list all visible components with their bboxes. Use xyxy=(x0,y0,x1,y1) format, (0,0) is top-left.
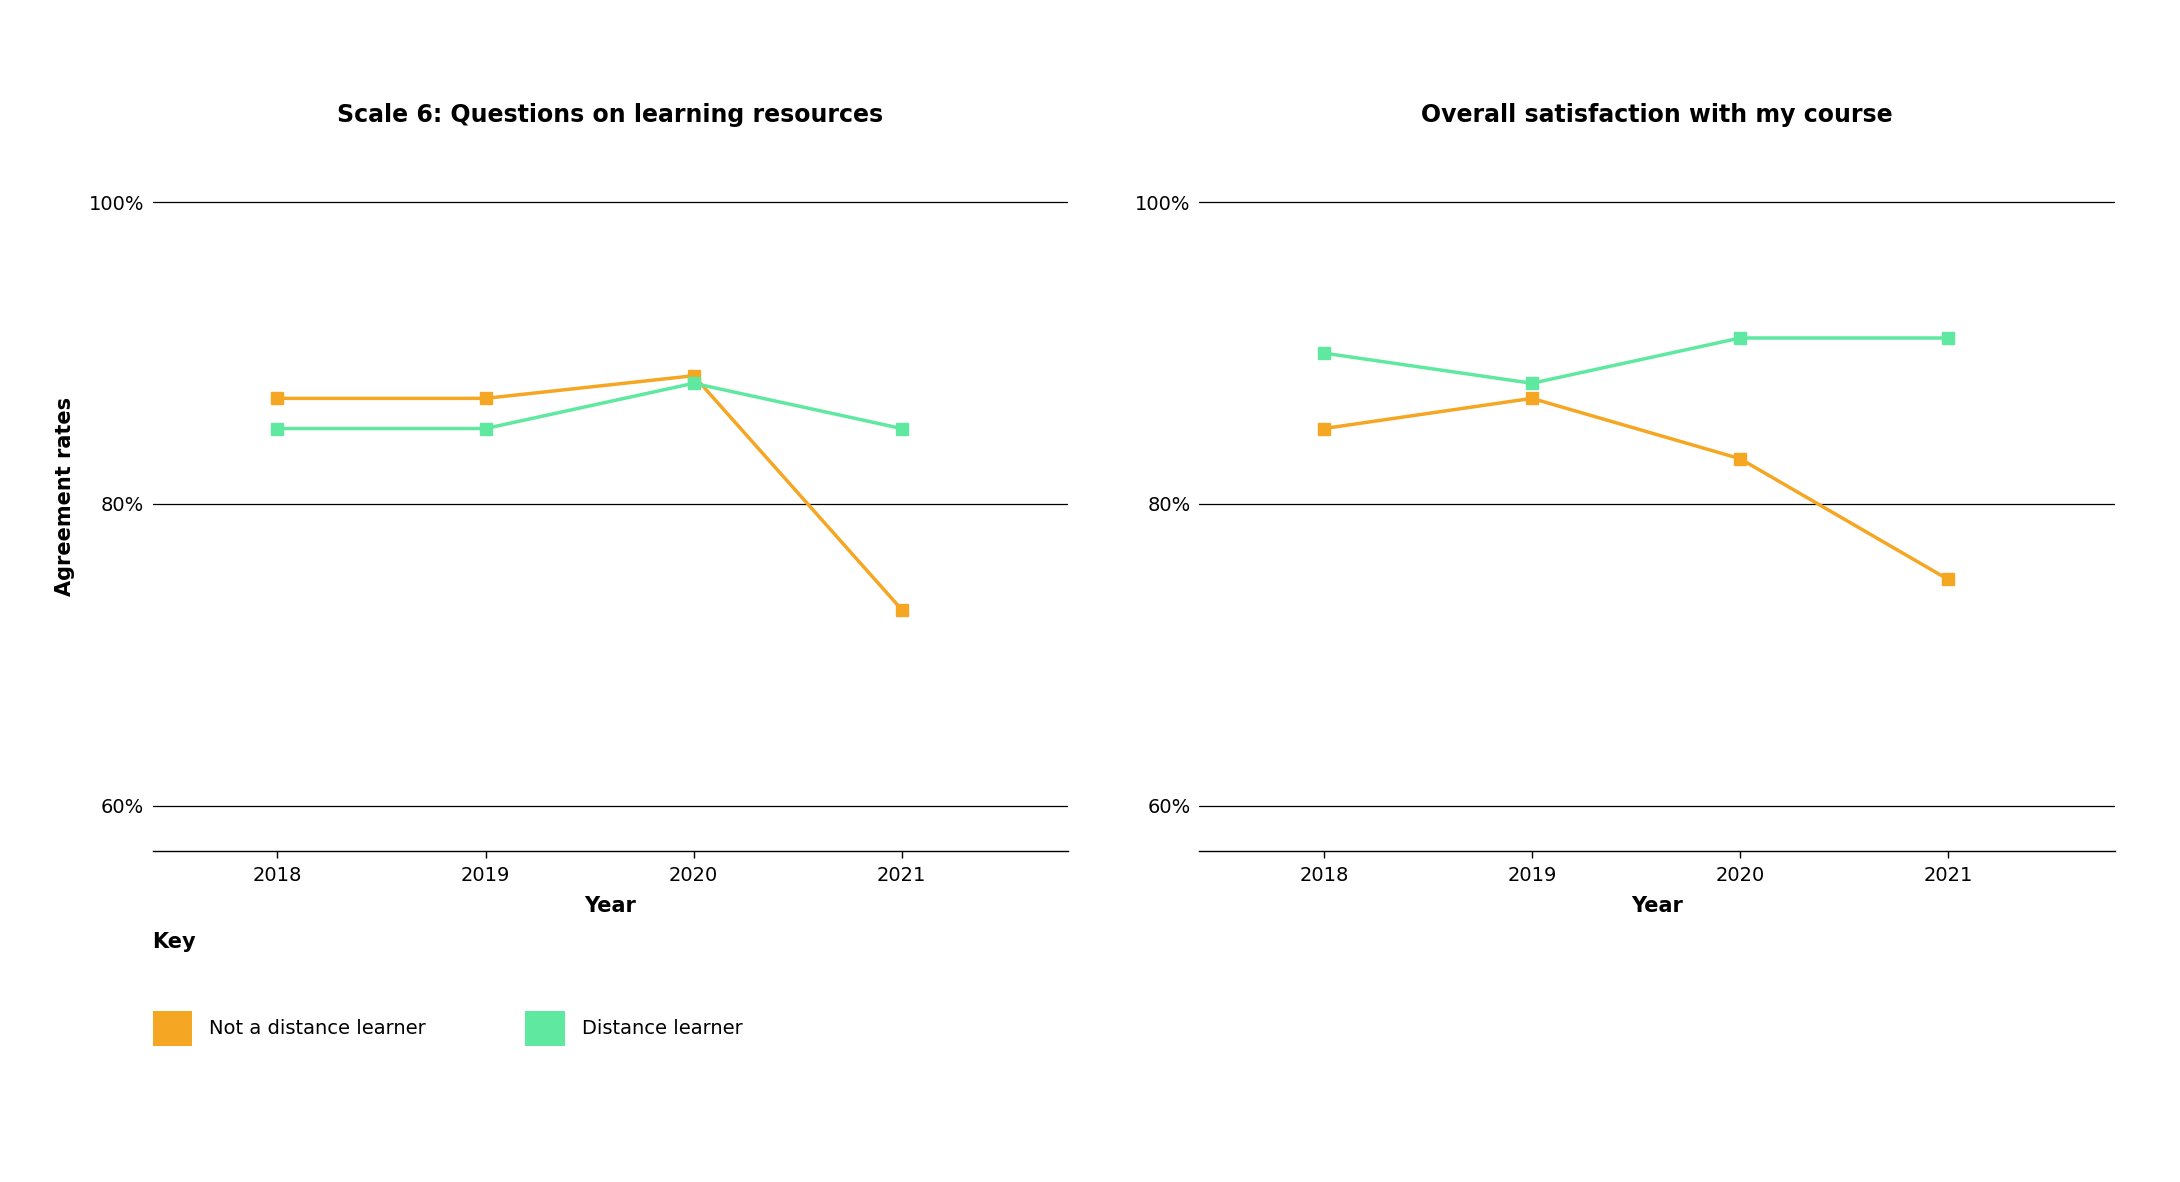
Title: Scale 6: Questions on learning resources: Scale 6: Questions on learning resources xyxy=(338,103,883,128)
X-axis label: Year: Year xyxy=(584,896,637,916)
Y-axis label: Agreement rates: Agreement rates xyxy=(54,397,74,596)
X-axis label: Year: Year xyxy=(1631,896,1683,916)
Title: Overall satisfaction with my course: Overall satisfaction with my course xyxy=(1421,103,1892,128)
Text: Key: Key xyxy=(153,931,196,952)
Text: Distance learner: Distance learner xyxy=(582,1019,743,1038)
Text: Not a distance learner: Not a distance learner xyxy=(209,1019,425,1038)
